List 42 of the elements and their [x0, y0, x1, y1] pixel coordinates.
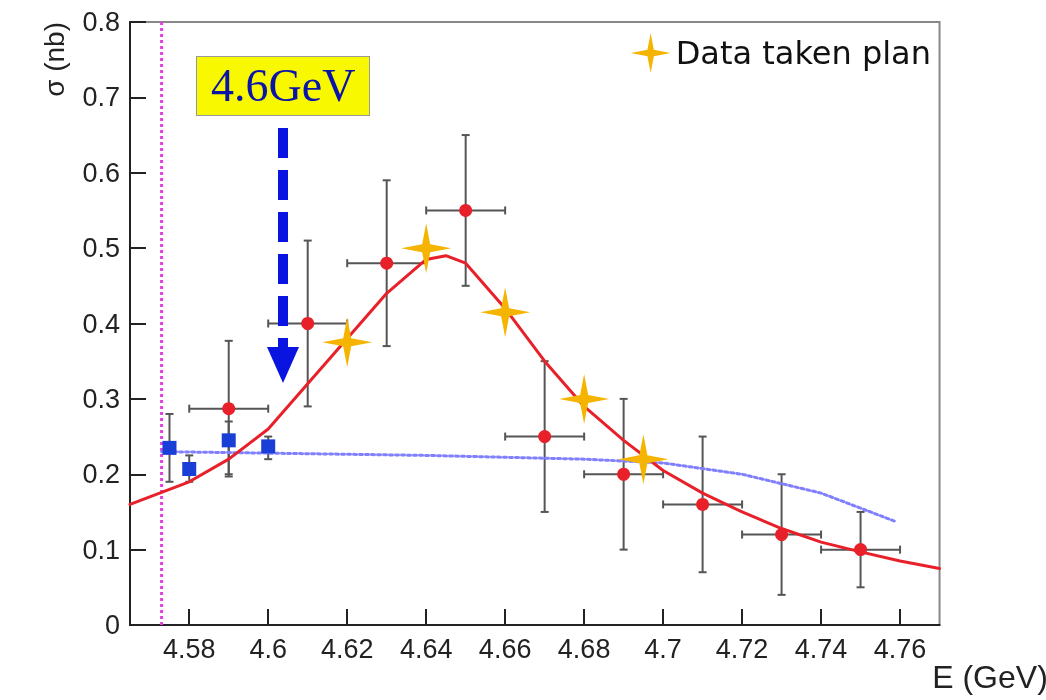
x-tick-label: 4.6 — [249, 633, 287, 664]
point — [301, 317, 315, 330]
x-tick-label: 4.62 — [320, 633, 374, 664]
point — [617, 467, 631, 481]
point — [380, 256, 394, 270]
x-tick-label: 4.7 — [644, 633, 682, 664]
point — [322, 317, 373, 368]
x-tick-label: 4.76 — [873, 633, 927, 664]
x-axis-title: E (GeV) — [932, 659, 1046, 695]
y-tick-label: 0.8 — [82, 7, 120, 37]
x-tick-label: 4.58 — [162, 633, 216, 664]
point — [559, 373, 610, 424]
x-tick-label: 4.72 — [715, 633, 769, 664]
point — [775, 528, 789, 542]
point — [459, 203, 473, 217]
y-axis-title: σ (nb) — [38, 22, 70, 97]
legend-label: Data taken plan — [675, 34, 931, 72]
point — [854, 543, 868, 557]
point — [162, 440, 177, 455]
point — [221, 433, 236, 448]
y-tick-label: 0 — [104, 610, 120, 640]
point — [261, 439, 276, 454]
y-tick-label: 0.5 — [82, 233, 120, 264]
line-series — [128, 254, 942, 570]
point — [480, 287, 531, 338]
y-tick-label: 0.3 — [82, 383, 120, 414]
annotation: 4.6GeV — [196, 56, 371, 116]
point — [182, 461, 197, 476]
point — [538, 430, 552, 444]
point — [618, 434, 669, 485]
x-tick-label: 4.68 — [557, 633, 611, 664]
point — [696, 497, 710, 511]
x-tick-label: 4.66 — [478, 633, 532, 664]
y-tick-label: 0.6 — [82, 157, 120, 188]
y-tick-label: 0.1 — [82, 534, 120, 565]
point — [222, 402, 236, 416]
y-tick-label: 0.7 — [82, 82, 120, 113]
x-tick-label: 4.64 — [399, 633, 453, 664]
x-tick-label: 4.74 — [794, 633, 848, 664]
point — [401, 223, 452, 274]
y-tick-label: 0.4 — [82, 308, 120, 339]
y-tick-label: 0.2 — [82, 459, 120, 490]
